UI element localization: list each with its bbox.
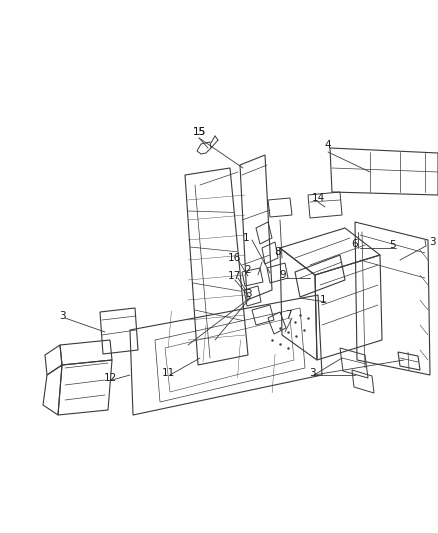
Text: 15: 15 — [192, 127, 205, 137]
Text: 11: 11 — [161, 368, 175, 378]
Text: 3: 3 — [429, 237, 435, 247]
Text: 9: 9 — [280, 270, 286, 280]
Text: 14: 14 — [311, 193, 325, 203]
Text: 1: 1 — [320, 295, 326, 305]
Text: 6: 6 — [352, 239, 358, 249]
Text: 3: 3 — [245, 289, 251, 299]
Text: 15: 15 — [192, 127, 205, 137]
Text: 4: 4 — [325, 140, 331, 150]
Text: 8: 8 — [275, 247, 281, 257]
Text: 2: 2 — [245, 265, 251, 275]
Text: 16: 16 — [227, 253, 240, 263]
Text: 7: 7 — [285, 310, 291, 320]
Text: 17: 17 — [227, 271, 240, 281]
Text: 3: 3 — [309, 368, 315, 378]
Text: 5: 5 — [390, 240, 396, 250]
Text: 1: 1 — [243, 233, 249, 243]
Text: 12: 12 — [103, 373, 117, 383]
Text: 3: 3 — [59, 311, 65, 321]
